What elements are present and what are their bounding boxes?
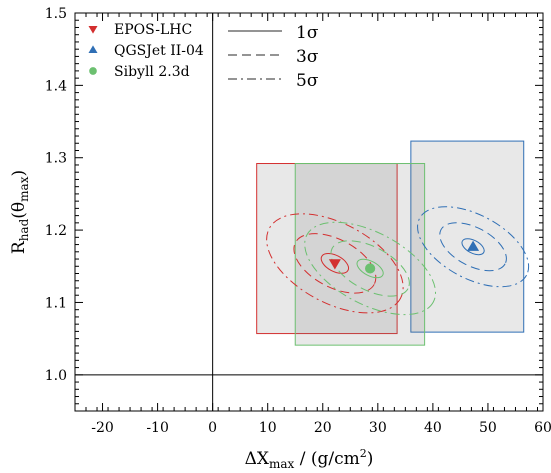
legend-label-qgsjet-ii-04: QGSJet II-04 <box>114 43 204 59</box>
contour-5sigma-sibyll-2-3d <box>304 221 437 316</box>
y-tick-label: 1.4 <box>45 78 67 94</box>
y-tick-label: 1.0 <box>45 368 67 384</box>
x-tick-label: 40 <box>424 420 442 436</box>
range-box-qgsjet-ii-04 <box>410 140 525 333</box>
legend-marker-sibyll-2-3d <box>89 67 97 75</box>
contour-3sigma-sibyll-2-3d <box>330 240 410 297</box>
y-tick-label: 1.5 <box>45 6 67 22</box>
x-tick-label: -10 <box>146 420 169 436</box>
range-box-sibyll-2-3d <box>294 163 426 346</box>
legend-label-sibyll-2-3d: Sibyll 2.3d <box>114 64 190 80</box>
legend-marker-epos-lhc <box>88 25 98 34</box>
x-tick-label: 30 <box>369 420 387 436</box>
contour-1sigma-qgsjet-ii-04 <box>461 238 485 256</box>
contour-1sigma-epos-lhc <box>320 252 350 274</box>
contour-legend-label: 1σ <box>296 23 319 43</box>
y-tick-label: 1.2 <box>45 223 67 239</box>
y-tick-label: 1.1 <box>45 295 67 311</box>
contour-1sigma-sibyll-2-3d <box>356 258 384 279</box>
x-tick-label: 0 <box>208 420 217 436</box>
data-point-qgsjet-ii-04 <box>467 240 480 251</box>
contour-legend-label: 3σ <box>296 47 319 67</box>
x-tick-label: 10 <box>259 420 277 436</box>
x-tick-label: 50 <box>479 420 497 436</box>
x-axis-title: ΔXmax / (g/cm2) <box>245 447 374 471</box>
x-tick-label: 60 <box>534 420 551 436</box>
legend-marker-qgsjet-ii-04 <box>88 45 98 54</box>
x-tick-label: -20 <box>91 420 114 436</box>
data-point-sibyll-2-3d <box>365 263 376 274</box>
contour-3sigma-epos-lhc <box>293 233 377 294</box>
legend-label-epos-lhc: EPOS-LHC <box>114 22 192 38</box>
contour-5sigma-epos-lhc <box>266 213 404 314</box>
contour-5sigma-qgsjet-ii-04 <box>417 206 530 288</box>
contour-3sigma-qgsjet-ii-04 <box>439 222 507 272</box>
data-point-epos-lhc <box>328 259 341 270</box>
contour-legend-label: 5σ <box>296 71 319 91</box>
range-box-epos-lhc <box>256 163 398 335</box>
plot-frame <box>74 12 544 412</box>
y-tick-label: 1.3 <box>45 151 67 167</box>
x-tick-label: 20 <box>314 420 332 436</box>
y-axis-title: Rhad(θmax) <box>9 170 31 254</box>
